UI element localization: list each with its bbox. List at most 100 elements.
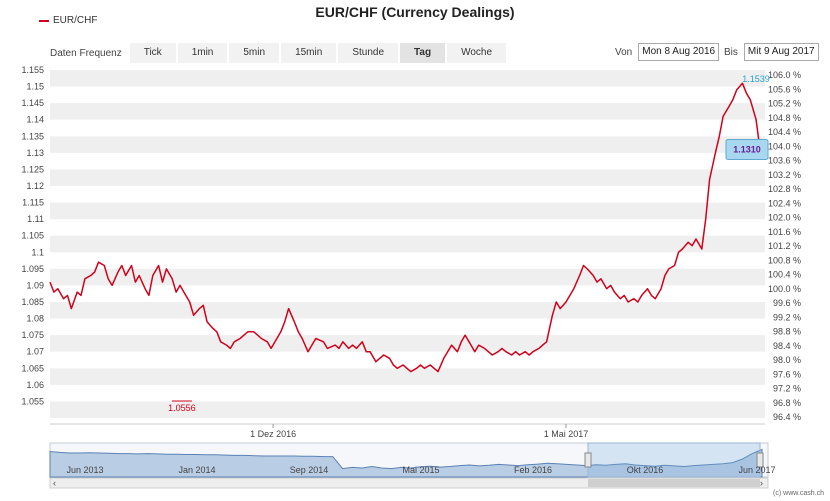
x-axis-labels: 1 Dez 2016 1 Mai 2017 bbox=[50, 423, 765, 439]
to-date-input[interactable]: Mit 9 Aug 2017 bbox=[743, 43, 819, 61]
grid-band bbox=[50, 335, 765, 352]
y-tick-label: 1.145 bbox=[21, 98, 44, 108]
y2-tick-label: 98.8 % bbox=[773, 327, 801, 337]
y2-tick-label: 102.4 % bbox=[768, 198, 801, 208]
y2-tick-label: 103.6 % bbox=[768, 156, 801, 166]
y-axis-labels: 1.1551.151.1451.141.1351.131.1251.121.11… bbox=[21, 65, 44, 406]
y-tick-label: 1.085 bbox=[21, 297, 44, 307]
x-tick-label: 1 Mai 2017 bbox=[544, 429, 589, 439]
y2-tick-label: 99.2 % bbox=[773, 312, 801, 322]
y2-tick-label: 103.2 % bbox=[768, 170, 801, 180]
min-annotation: 1.0556 bbox=[168, 403, 196, 413]
navigator-label: Okt 2016 bbox=[627, 465, 664, 475]
navigator-label: Jun 2013 bbox=[66, 465, 103, 475]
legend-label: EUR/CHF bbox=[53, 15, 98, 26]
navigator-selection bbox=[587, 442, 761, 478]
y2-tick-label: 100.4 % bbox=[768, 270, 801, 280]
grid-band bbox=[50, 368, 765, 385]
y2-tick-label: 101.2 % bbox=[768, 241, 801, 251]
from-label: Von bbox=[615, 46, 633, 58]
navigator-scroll-thumb bbox=[588, 479, 760, 487]
last-price-flag: 1.1310 bbox=[725, 139, 769, 161]
y-tick-label: 1.115 bbox=[22, 198, 44, 208]
y2-tick-label: 100.0 % bbox=[768, 284, 801, 294]
y2-tick-label: 98.4 % bbox=[773, 341, 801, 351]
y-tick-label: 1.075 bbox=[21, 330, 44, 340]
y-tick-label: 1.07 bbox=[26, 347, 44, 357]
grid-band bbox=[50, 70, 765, 87]
last-price-label: 1.1310 bbox=[733, 145, 761, 155]
grid-band bbox=[50, 235, 765, 253]
grid-band bbox=[50, 136, 765, 153]
y2-tick-label: 102.8 % bbox=[768, 184, 801, 194]
y-tick-label: 1.14 bbox=[26, 115, 44, 125]
navigator-handle-left bbox=[584, 452, 592, 468]
grid-band bbox=[50, 401, 765, 418]
y-tick-label: 1.12 bbox=[26, 181, 44, 191]
chart-title: EUR/CHF (Currency Dealings) bbox=[315, 4, 515, 20]
y2-tick-label: 101.6 % bbox=[768, 227, 801, 237]
tab-tick[interactable]: Tick bbox=[129, 43, 176, 63]
y2-tick-label: 104.0 % bbox=[768, 141, 801, 151]
y-tick-label: 1.155 bbox=[21, 65, 44, 75]
y2-tick-label: 99.6 % bbox=[773, 298, 801, 308]
navigator-handle-right bbox=[756, 452, 764, 468]
tab-woche[interactable]: Woche bbox=[447, 43, 507, 63]
y-tick-label: 1.11 bbox=[27, 214, 44, 224]
from-date-input[interactable]: Mon 8 Aug 2016 bbox=[638, 43, 720, 61]
tab-tag[interactable]: Tag bbox=[400, 43, 446, 63]
x-tick-label: 1 Dez 2016 bbox=[250, 429, 296, 439]
y2-axis-labels: 106.0 % 105.6 % 105.2 % 104.8 % 104.4 % 104.0… bbox=[768, 70, 801, 422]
y-tick-label: 1.06 bbox=[26, 380, 44, 390]
legend-swatch bbox=[39, 19, 49, 22]
y-tick-label: 1.1 bbox=[31, 247, 44, 257]
navigator-scrollbar bbox=[49, 477, 769, 489]
to-label: Bis bbox=[724, 46, 738, 58]
tab-stunde[interactable]: Stunde bbox=[338, 43, 399, 63]
y2-tick-label: 106.0 % bbox=[768, 70, 801, 80]
grid-band bbox=[50, 103, 765, 120]
y2-tick-label: 100.8 % bbox=[768, 255, 801, 265]
grid-band bbox=[50, 268, 765, 286]
tab-15min[interactable]: 15min bbox=[281, 43, 337, 63]
y2-tick-label: 105.2 % bbox=[768, 99, 801, 109]
y2-tick-label: 96.4 % bbox=[773, 412, 801, 422]
y2-tick-label: 97.2 % bbox=[773, 384, 801, 394]
y2-tick-label: 104.4 % bbox=[768, 127, 801, 137]
grid-band bbox=[50, 169, 765, 186]
y-tick-label: 1.15 bbox=[26, 82, 44, 92]
y2-tick-label: 98.0 % bbox=[773, 355, 801, 365]
navigator-label: Feb 2016 bbox=[514, 465, 552, 475]
y-tick-label: 1.095 bbox=[21, 264, 44, 274]
y-tick-label: 1.065 bbox=[21, 363, 44, 373]
navigator-label: Mai 2015 bbox=[402, 465, 439, 475]
y-tick-label: 1.13 bbox=[26, 148, 44, 158]
y2-tick-label: 105.6 % bbox=[768, 84, 801, 94]
y-tick-label: 1.09 bbox=[26, 280, 44, 290]
grid-bands bbox=[50, 70, 765, 418]
scroll-left-icon: ‹ bbox=[53, 478, 56, 488]
navigator-label: Jan 2014 bbox=[178, 465, 215, 475]
date-range-to: Bis Mit 9 Aug 2017 bbox=[724, 43, 819, 61]
navigator-label: Sep 2014 bbox=[290, 465, 329, 475]
y-tick-label: 1.055 bbox=[21, 396, 44, 406]
navigator[interactable]: Jun 2013 Jan 2014 Sep 2014 Mai 2015 Feb 2016… bbox=[49, 442, 776, 489]
tab-5min[interactable]: 5min bbox=[229, 43, 280, 63]
y-tick-label: 1.105 bbox=[21, 231, 44, 241]
y2-tick-label: 102.0 % bbox=[768, 213, 801, 223]
navigator-label: Jun 2017 bbox=[738, 465, 775, 475]
frequency-label: Daten Frequenz bbox=[50, 47, 122, 59]
scroll-right-icon: › bbox=[760, 478, 763, 488]
tab-1min[interactable]: 1min bbox=[177, 43, 228, 63]
y-tick-label: 1.08 bbox=[26, 314, 44, 324]
frequency-toolbar: Daten Frequenz Tick 1min 5min 15min Stun… bbox=[50, 43, 508, 63]
legend[interactable]: EUR/CHF bbox=[39, 15, 97, 26]
date-range-from: Von Mon 8 Aug 2016 bbox=[615, 43, 720, 61]
y2-tick-label: 104.8 % bbox=[768, 113, 801, 123]
grid-band bbox=[50, 302, 765, 319]
grid-band bbox=[50, 202, 765, 220]
y-tick-label: 1.135 bbox=[21, 131, 44, 141]
y-tick-label: 1.125 bbox=[21, 164, 44, 174]
copyright: (c) www.cash.ch bbox=[773, 490, 824, 497]
